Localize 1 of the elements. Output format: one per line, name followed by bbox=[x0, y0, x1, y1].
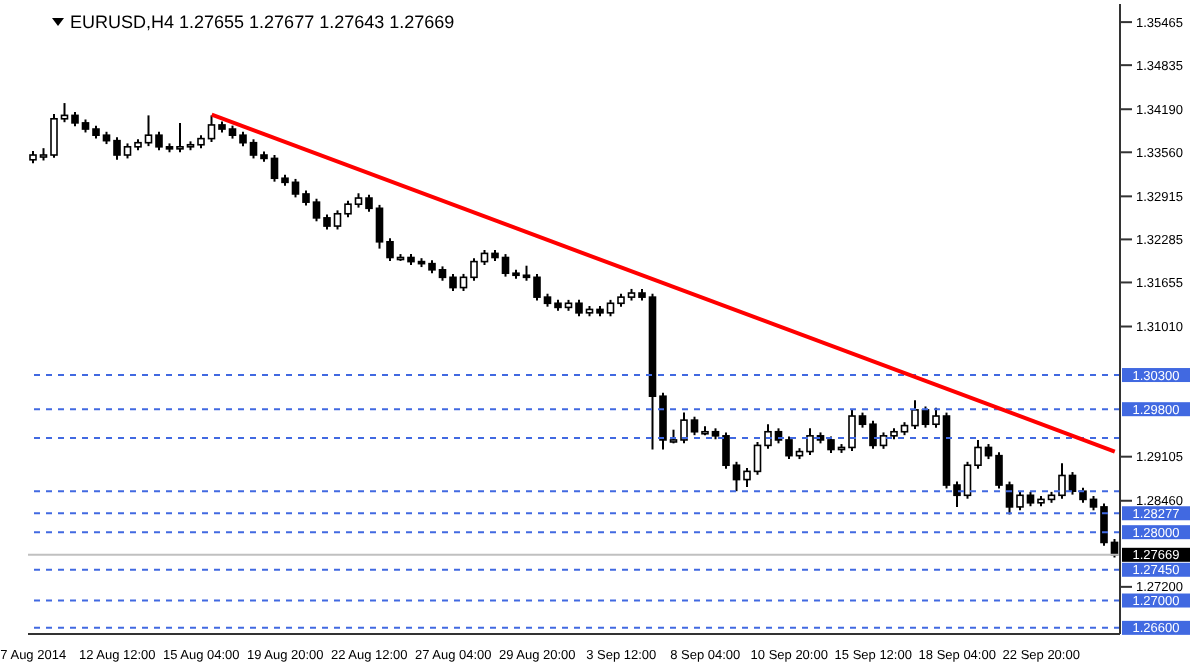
chart-title: EURUSD,H4 1.27655 1.27677 1.27643 1.27669 bbox=[70, 12, 455, 32]
